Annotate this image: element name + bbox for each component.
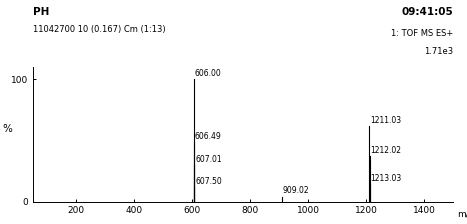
Text: 607.01: 607.01 (195, 155, 222, 164)
Text: 1.71e3: 1.71e3 (424, 47, 453, 56)
Text: 607.50: 607.50 (195, 177, 222, 186)
Text: PH: PH (33, 7, 49, 17)
Text: 1213.03: 1213.03 (371, 174, 402, 183)
Text: 1212.02: 1212.02 (370, 146, 401, 155)
Y-axis label: %: % (3, 124, 13, 134)
Text: 606.00: 606.00 (195, 69, 221, 78)
Text: 606.49: 606.49 (195, 131, 222, 140)
Text: 909.02: 909.02 (283, 187, 309, 196)
Text: 11042700 10 (0.167) Cm (1:13): 11042700 10 (0.167) Cm (1:13) (33, 25, 165, 34)
Text: 1: TOF MS ES+: 1: TOF MS ES+ (391, 29, 453, 38)
Text: 1211.03: 1211.03 (370, 116, 401, 125)
X-axis label: m/z: m/z (457, 210, 467, 219)
Text: 09:41:05: 09:41:05 (401, 7, 453, 17)
